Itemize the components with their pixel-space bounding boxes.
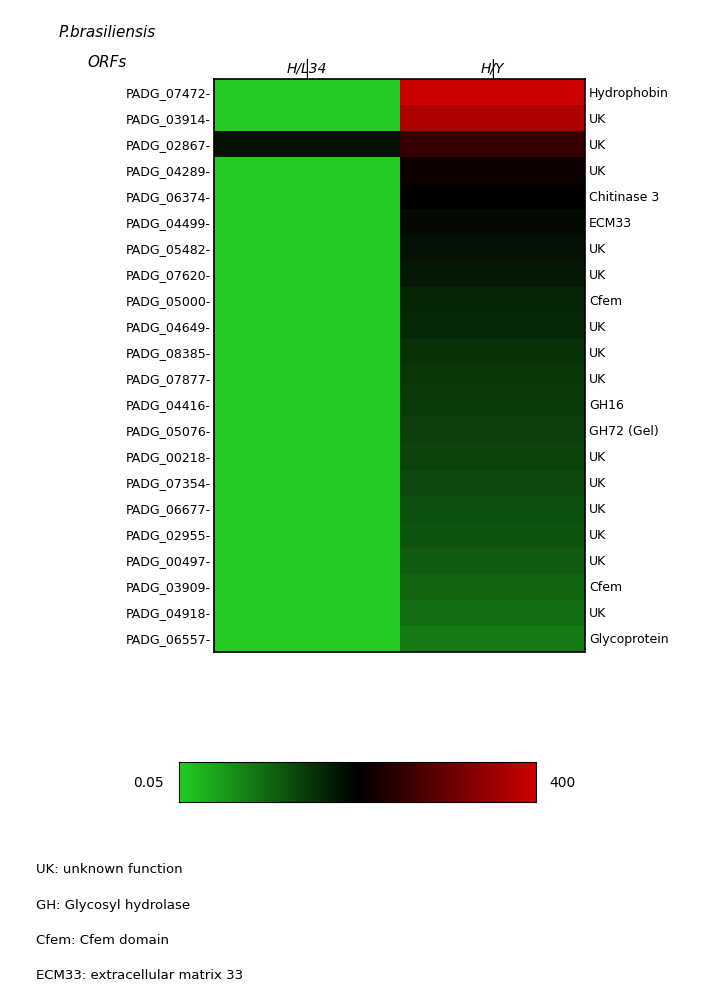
Text: 400: 400 (550, 775, 576, 789)
Text: PADG_05076-: PADG_05076- (126, 424, 211, 437)
Bar (214, 262, 400, 288)
Bar (400, 626, 585, 652)
Text: UK: UK (589, 112, 606, 125)
Bar (214, 418, 400, 444)
Text: UK: UK (589, 347, 606, 360)
Text: UK: UK (589, 164, 606, 178)
Text: PADG_05482-: PADG_05482- (126, 243, 211, 256)
Text: PADG_00497-: PADG_00497- (126, 555, 211, 568)
Text: GH72 (Gel): GH72 (Gel) (589, 424, 659, 437)
Bar (400, 314, 585, 340)
Text: PADG_00218-: PADG_00218- (126, 450, 211, 463)
Text: Hydrophobin: Hydrophobin (589, 86, 669, 99)
Bar (214, 158, 400, 185)
Text: PADG_02955-: PADG_02955- (126, 529, 211, 542)
Text: UK: UK (589, 607, 606, 620)
Bar (214, 106, 400, 132)
Bar (214, 626, 400, 652)
Text: UK: unknown function: UK: unknown function (36, 863, 182, 876)
Bar (214, 522, 400, 548)
Text: PADG_03909-: PADG_03909- (126, 581, 211, 594)
Bar (214, 496, 400, 522)
Text: H/Y: H/Y (481, 61, 504, 75)
Bar (400, 470, 585, 496)
Bar (214, 80, 400, 106)
Bar (214, 444, 400, 470)
Text: PADG_02867-: PADG_02867- (126, 138, 211, 151)
Bar (400, 574, 585, 600)
Text: Cfem: Cfem (589, 581, 622, 594)
Text: UK: UK (589, 476, 606, 489)
Bar (214, 548, 400, 574)
Text: PADG_05000-: PADG_05000- (125, 295, 211, 308)
Bar (400, 288, 585, 314)
Bar (214, 288, 400, 314)
Text: ECM33: ECM33 (589, 217, 632, 230)
Text: P.brasiliensis: P.brasiliensis (59, 25, 156, 40)
Text: PADG_08385-: PADG_08385- (126, 347, 211, 360)
Text: Chitinase 3: Chitinase 3 (589, 191, 659, 204)
Text: UK: UK (589, 138, 606, 151)
Bar (400, 418, 585, 444)
Text: PADG_04918-: PADG_04918- (126, 607, 211, 620)
Text: 0.05: 0.05 (134, 775, 164, 789)
Text: PADG_06374-: PADG_06374- (126, 191, 211, 204)
Text: PADG_07472-: PADG_07472- (126, 86, 211, 99)
Text: UK: UK (589, 243, 606, 256)
Text: PADG_07354-: PADG_07354- (126, 476, 211, 489)
Bar (214, 392, 400, 418)
Text: PADG_04499-: PADG_04499- (126, 217, 211, 230)
Bar (400, 548, 585, 574)
Text: Cfem: Cfem (589, 295, 622, 308)
Bar (214, 574, 400, 600)
Bar (400, 80, 585, 106)
Text: ORFs: ORFs (87, 55, 127, 70)
Text: PADG_04289-: PADG_04289- (126, 164, 211, 178)
Text: Cfem: Cfem domain: Cfem: Cfem domain (36, 933, 169, 946)
Bar (214, 211, 400, 236)
Bar (400, 158, 585, 185)
Bar (400, 211, 585, 236)
Text: PADG_04649-: PADG_04649- (126, 321, 211, 334)
Bar (400, 600, 585, 626)
Text: PADG_03914-: PADG_03914- (126, 112, 211, 125)
Bar (400, 392, 585, 418)
Text: PADG_04416-: PADG_04416- (126, 398, 211, 411)
Bar (214, 340, 400, 366)
Text: UK: UK (589, 321, 606, 334)
Bar (214, 366, 400, 392)
Text: UK: UK (589, 529, 606, 542)
Text: PADG_07877-: PADG_07877- (125, 372, 211, 385)
Text: UK: UK (589, 450, 606, 463)
Bar (400, 340, 585, 366)
Bar (214, 314, 400, 340)
Text: UK: UK (589, 503, 606, 516)
Bar (400, 106, 585, 132)
Bar (400, 496, 585, 522)
Text: PADG_06677-: PADG_06677- (126, 503, 211, 516)
Text: GH: Glycosyl hydrolase: GH: Glycosyl hydrolase (36, 898, 190, 911)
Text: PADG_07620-: PADG_07620- (126, 269, 211, 282)
Bar (400, 185, 585, 211)
Bar (214, 185, 400, 211)
Text: UK: UK (589, 372, 606, 385)
Bar (400, 132, 585, 158)
Bar (400, 236, 585, 262)
Bar (400, 262, 585, 288)
Bar (400, 366, 585, 392)
Text: H/L34: H/L34 (287, 61, 327, 75)
Bar (214, 236, 400, 262)
Bar (400, 444, 585, 470)
Bar (214, 470, 400, 496)
Bar (400, 522, 585, 548)
Text: Glycoprotein: Glycoprotein (589, 633, 669, 646)
Text: UK: UK (589, 269, 606, 282)
Text: PADG_06557-: PADG_06557- (126, 633, 211, 646)
Bar (214, 132, 400, 158)
Text: ECM33: extracellular matrix 33: ECM33: extracellular matrix 33 (36, 968, 243, 981)
Text: GH16: GH16 (589, 398, 624, 411)
Bar (214, 600, 400, 626)
Text: UK: UK (589, 555, 606, 568)
